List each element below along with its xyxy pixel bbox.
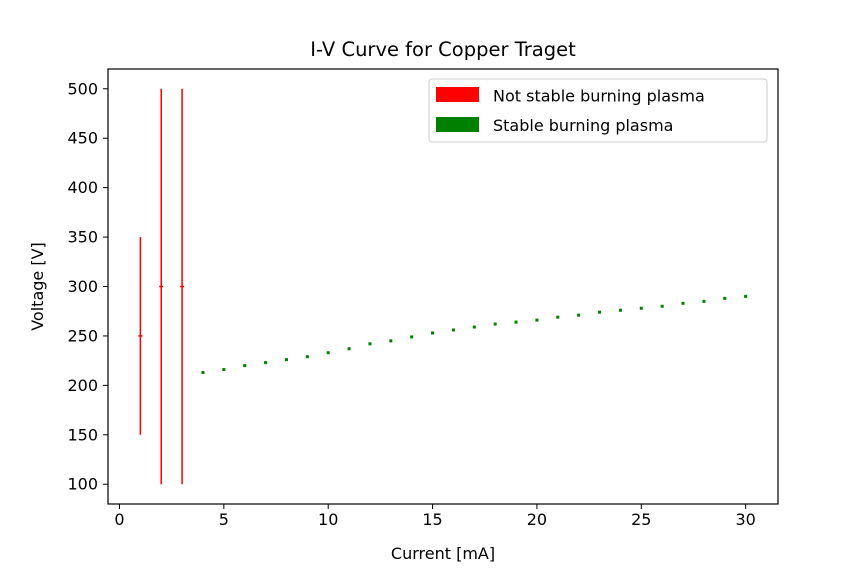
legend-swatch-stable xyxy=(436,117,479,132)
y-tick-label: 250 xyxy=(67,326,98,345)
data-point xyxy=(639,306,643,310)
y-tick-label: 150 xyxy=(67,425,98,444)
data-point xyxy=(681,301,685,305)
data-point xyxy=(305,355,309,359)
y-tick-label: 100 xyxy=(67,475,98,494)
legend-label-unstable: Not stable burning plasma xyxy=(493,87,705,106)
y-tick-label: 400 xyxy=(67,178,98,197)
data-point xyxy=(493,322,497,326)
y-tick-label: 450 xyxy=(67,129,98,148)
y-tick-label: 300 xyxy=(67,277,98,296)
data-point xyxy=(326,351,330,355)
data-point xyxy=(744,294,748,298)
data-point xyxy=(472,325,476,329)
x-tick-label: 20 xyxy=(527,510,547,529)
data-point xyxy=(702,299,706,303)
data-point xyxy=(556,315,560,319)
y-tick-label: 500 xyxy=(67,79,98,98)
data-point xyxy=(723,296,727,300)
x-tick-label: 0 xyxy=(114,510,124,529)
data-point xyxy=(577,313,581,317)
data-point xyxy=(618,308,622,312)
data-point xyxy=(514,320,518,324)
data-marks xyxy=(138,88,748,485)
data-point xyxy=(410,335,414,339)
data-point xyxy=(243,364,247,368)
legend-box xyxy=(428,78,768,143)
data-point xyxy=(598,310,602,314)
legend-swatch-unstable xyxy=(436,87,479,102)
data-point xyxy=(535,318,539,322)
data-point xyxy=(201,371,205,375)
y-tick-label: 200 xyxy=(67,376,98,395)
data-point xyxy=(451,328,455,332)
chart-title: I-V Curve for Copper Traget xyxy=(310,38,576,61)
x-tick-label: 30 xyxy=(735,510,755,529)
x-axis-label: Current [mA] xyxy=(391,544,495,563)
x-tick-label: 15 xyxy=(422,510,442,529)
data-point xyxy=(389,339,393,343)
y-tick-label: 350 xyxy=(67,228,98,247)
y-axis: 100 150 200 250 300 350 400 450 500 xyxy=(67,79,108,494)
data-point xyxy=(431,331,435,335)
x-axis: 0 5 10 15 20 25 30 xyxy=(114,504,756,529)
x-tick-label: 5 xyxy=(219,510,229,529)
y-axis-label: Voltage [V] xyxy=(28,242,47,331)
data-point xyxy=(368,342,372,346)
x-tick-label: 10 xyxy=(318,510,338,529)
data-point xyxy=(222,368,226,372)
data-point xyxy=(284,358,288,362)
data-point xyxy=(264,361,268,365)
data-point xyxy=(660,304,664,308)
data-point xyxy=(347,347,351,351)
x-tick-label: 25 xyxy=(631,510,651,529)
legend: Not stable burning plasma Stable burning… xyxy=(428,78,768,143)
legend-label-stable: Stable burning plasma xyxy=(493,116,673,135)
